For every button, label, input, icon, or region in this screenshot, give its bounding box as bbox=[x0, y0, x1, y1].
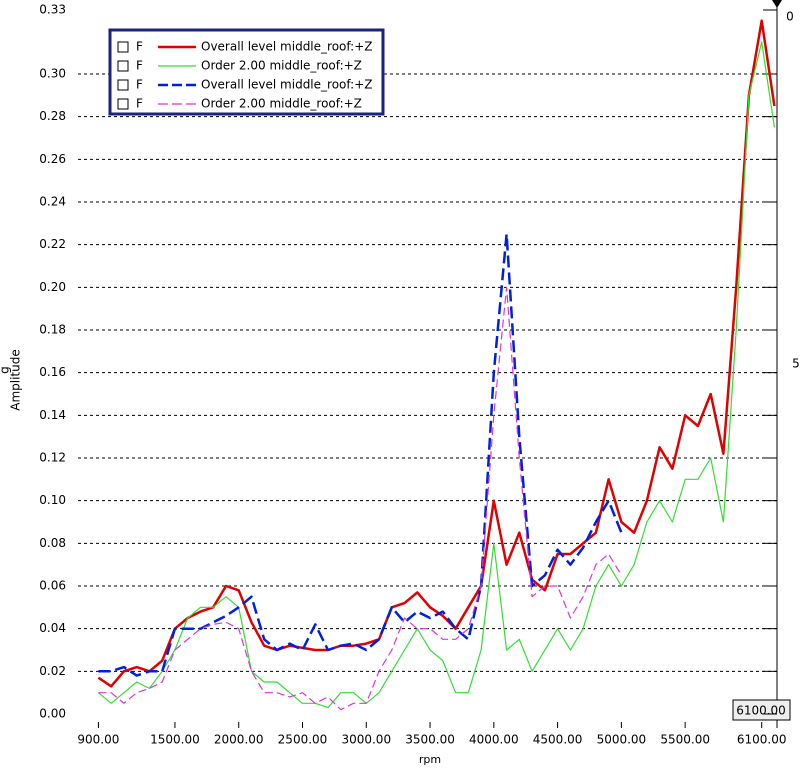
y-tick-label: 0.22 bbox=[39, 237, 66, 251]
y-tick-label: 0.28 bbox=[39, 109, 66, 123]
y-tick-label: 0.12 bbox=[39, 451, 66, 465]
y-tick-label: 0.04 bbox=[39, 621, 66, 635]
y-axis-label: Amplitude bbox=[9, 349, 23, 411]
legend-flag: F bbox=[136, 97, 143, 111]
legend-checkbox bbox=[117, 41, 129, 53]
x-tick-label: 2500.00 bbox=[278, 733, 328, 747]
x-tick-label: 3000.00 bbox=[341, 733, 391, 747]
cursor-label: 6100.00 bbox=[736, 704, 786, 718]
y-tick-label: 0.30 bbox=[39, 67, 66, 81]
legend-flag: F bbox=[136, 40, 143, 54]
right-label: 5 bbox=[792, 357, 800, 371]
cursor-box bbox=[732, 699, 791, 721]
right-label: 0 bbox=[786, 10, 794, 24]
legend-checkbox bbox=[117, 60, 129, 72]
y-tick-label: 0.24 bbox=[39, 195, 66, 209]
x-tick-label: 5500.00 bbox=[660, 733, 710, 747]
x-tick-label: 3500.00 bbox=[405, 733, 455, 747]
y-tick-label: 0.06 bbox=[39, 579, 66, 593]
y-tick-label: 0.10 bbox=[39, 493, 66, 507]
y-tick-label: 0.20 bbox=[39, 280, 66, 294]
legend-flag: F bbox=[136, 59, 143, 73]
series-line bbox=[97, 19, 776, 688]
legend: F Overall level middle_roof:+Z F Order 2.00… bbox=[108, 28, 385, 116]
legend-checkbox bbox=[117, 98, 129, 110]
y-tick-label: 0.33 bbox=[39, 3, 66, 17]
y-tick-label: 0.18 bbox=[39, 323, 66, 337]
y-tick-label: 0.02 bbox=[39, 664, 66, 678]
y-tick-label: 0.14 bbox=[39, 408, 66, 422]
y-tick-label: 0.08 bbox=[39, 536, 66, 550]
legend-flag: F bbox=[136, 78, 143, 92]
x-tick-label: 5000.00 bbox=[597, 733, 647, 747]
series-line bbox=[98, 41, 775, 709]
legend-label: Overall level middle_roof:+Z bbox=[201, 78, 373, 92]
legend-label: Order 2.00 middle_roof:+Z bbox=[201, 59, 362, 73]
legend-checkbox bbox=[117, 79, 129, 91]
legend-box bbox=[108, 28, 385, 116]
cursor-marker bbox=[772, 0, 782, 8]
x-tick-label: 4000.00 bbox=[469, 733, 519, 747]
y-axis-unit: g bbox=[0, 366, 12, 374]
y-tick-label: 0.00 bbox=[39, 707, 66, 721]
x-tick-label: 6100.00 bbox=[737, 733, 787, 747]
series-line bbox=[98, 286, 622, 711]
series-line bbox=[98, 232, 623, 677]
y-tick-label: 0.16 bbox=[39, 365, 66, 379]
x-axis-label: rpm bbox=[419, 753, 441, 766]
x-tick-label: 900.00 bbox=[77, 733, 119, 747]
legend-label: Overall level middle_roof:+Z bbox=[201, 40, 373, 54]
x-tick-label: 1500.00 bbox=[150, 733, 200, 747]
y-tick-label: 0.26 bbox=[39, 152, 66, 166]
legend-label: Order 2.00 middle_roof:+Z bbox=[201, 97, 362, 111]
x-tick-label: 4500.00 bbox=[533, 733, 583, 747]
x-tick-label: 2000.00 bbox=[214, 733, 264, 747]
